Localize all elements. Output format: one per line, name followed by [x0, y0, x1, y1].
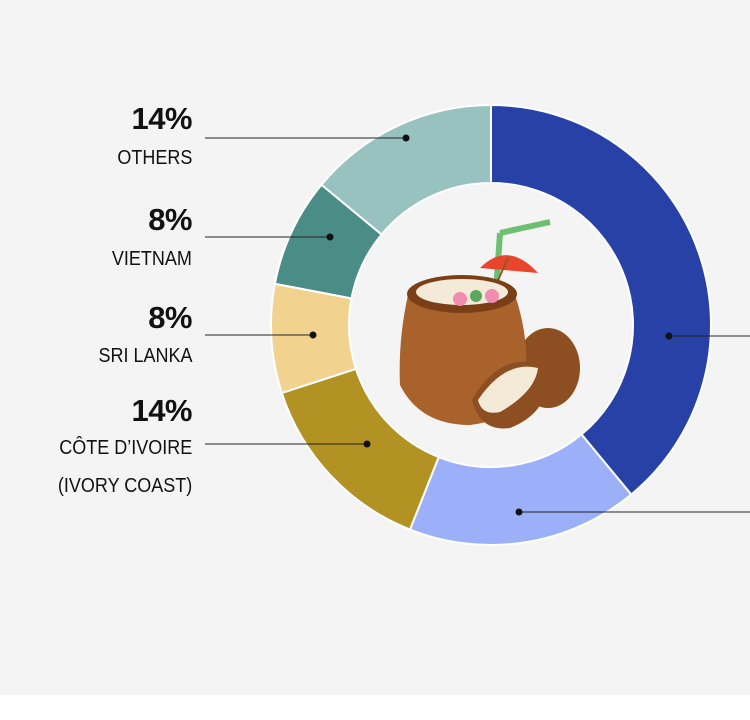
- leaf: [470, 290, 482, 302]
- flower: [485, 289, 499, 303]
- category-label: SRI LANKA: [97, 345, 192, 367]
- category-label: VIETNAM: [111, 248, 192, 270]
- coconut-flesh: [416, 279, 508, 305]
- background: [0, 0, 750, 695]
- flower: [453, 292, 467, 306]
- category-label: OTHERS: [116, 147, 192, 169]
- coconut-illustration: [399, 219, 580, 429]
- value-label: 14%: [131, 101, 192, 136]
- umbrella: [480, 255, 538, 273]
- coconut-half-flesh: [478, 366, 538, 413]
- donut: [270, 103, 712, 546]
- leader-dot: [309, 331, 317, 339]
- value-label: 8%: [148, 202, 192, 237]
- leader-dot: [665, 332, 673, 340]
- leader-dot: [402, 134, 410, 142]
- leader-dot: [326, 233, 334, 241]
- category-label: CÔTE D’IVOIRE (IVORY COAST): [57, 437, 192, 497]
- leaders: [205, 134, 750, 516]
- value-label: 14%: [131, 393, 192, 428]
- value-label: 8%: [148, 300, 192, 335]
- leader-dot: [363, 440, 371, 448]
- slice: [320, 103, 492, 236]
- leader-dot: [515, 508, 523, 516]
- slice: [490, 103, 712, 496]
- straw: [499, 219, 551, 236]
